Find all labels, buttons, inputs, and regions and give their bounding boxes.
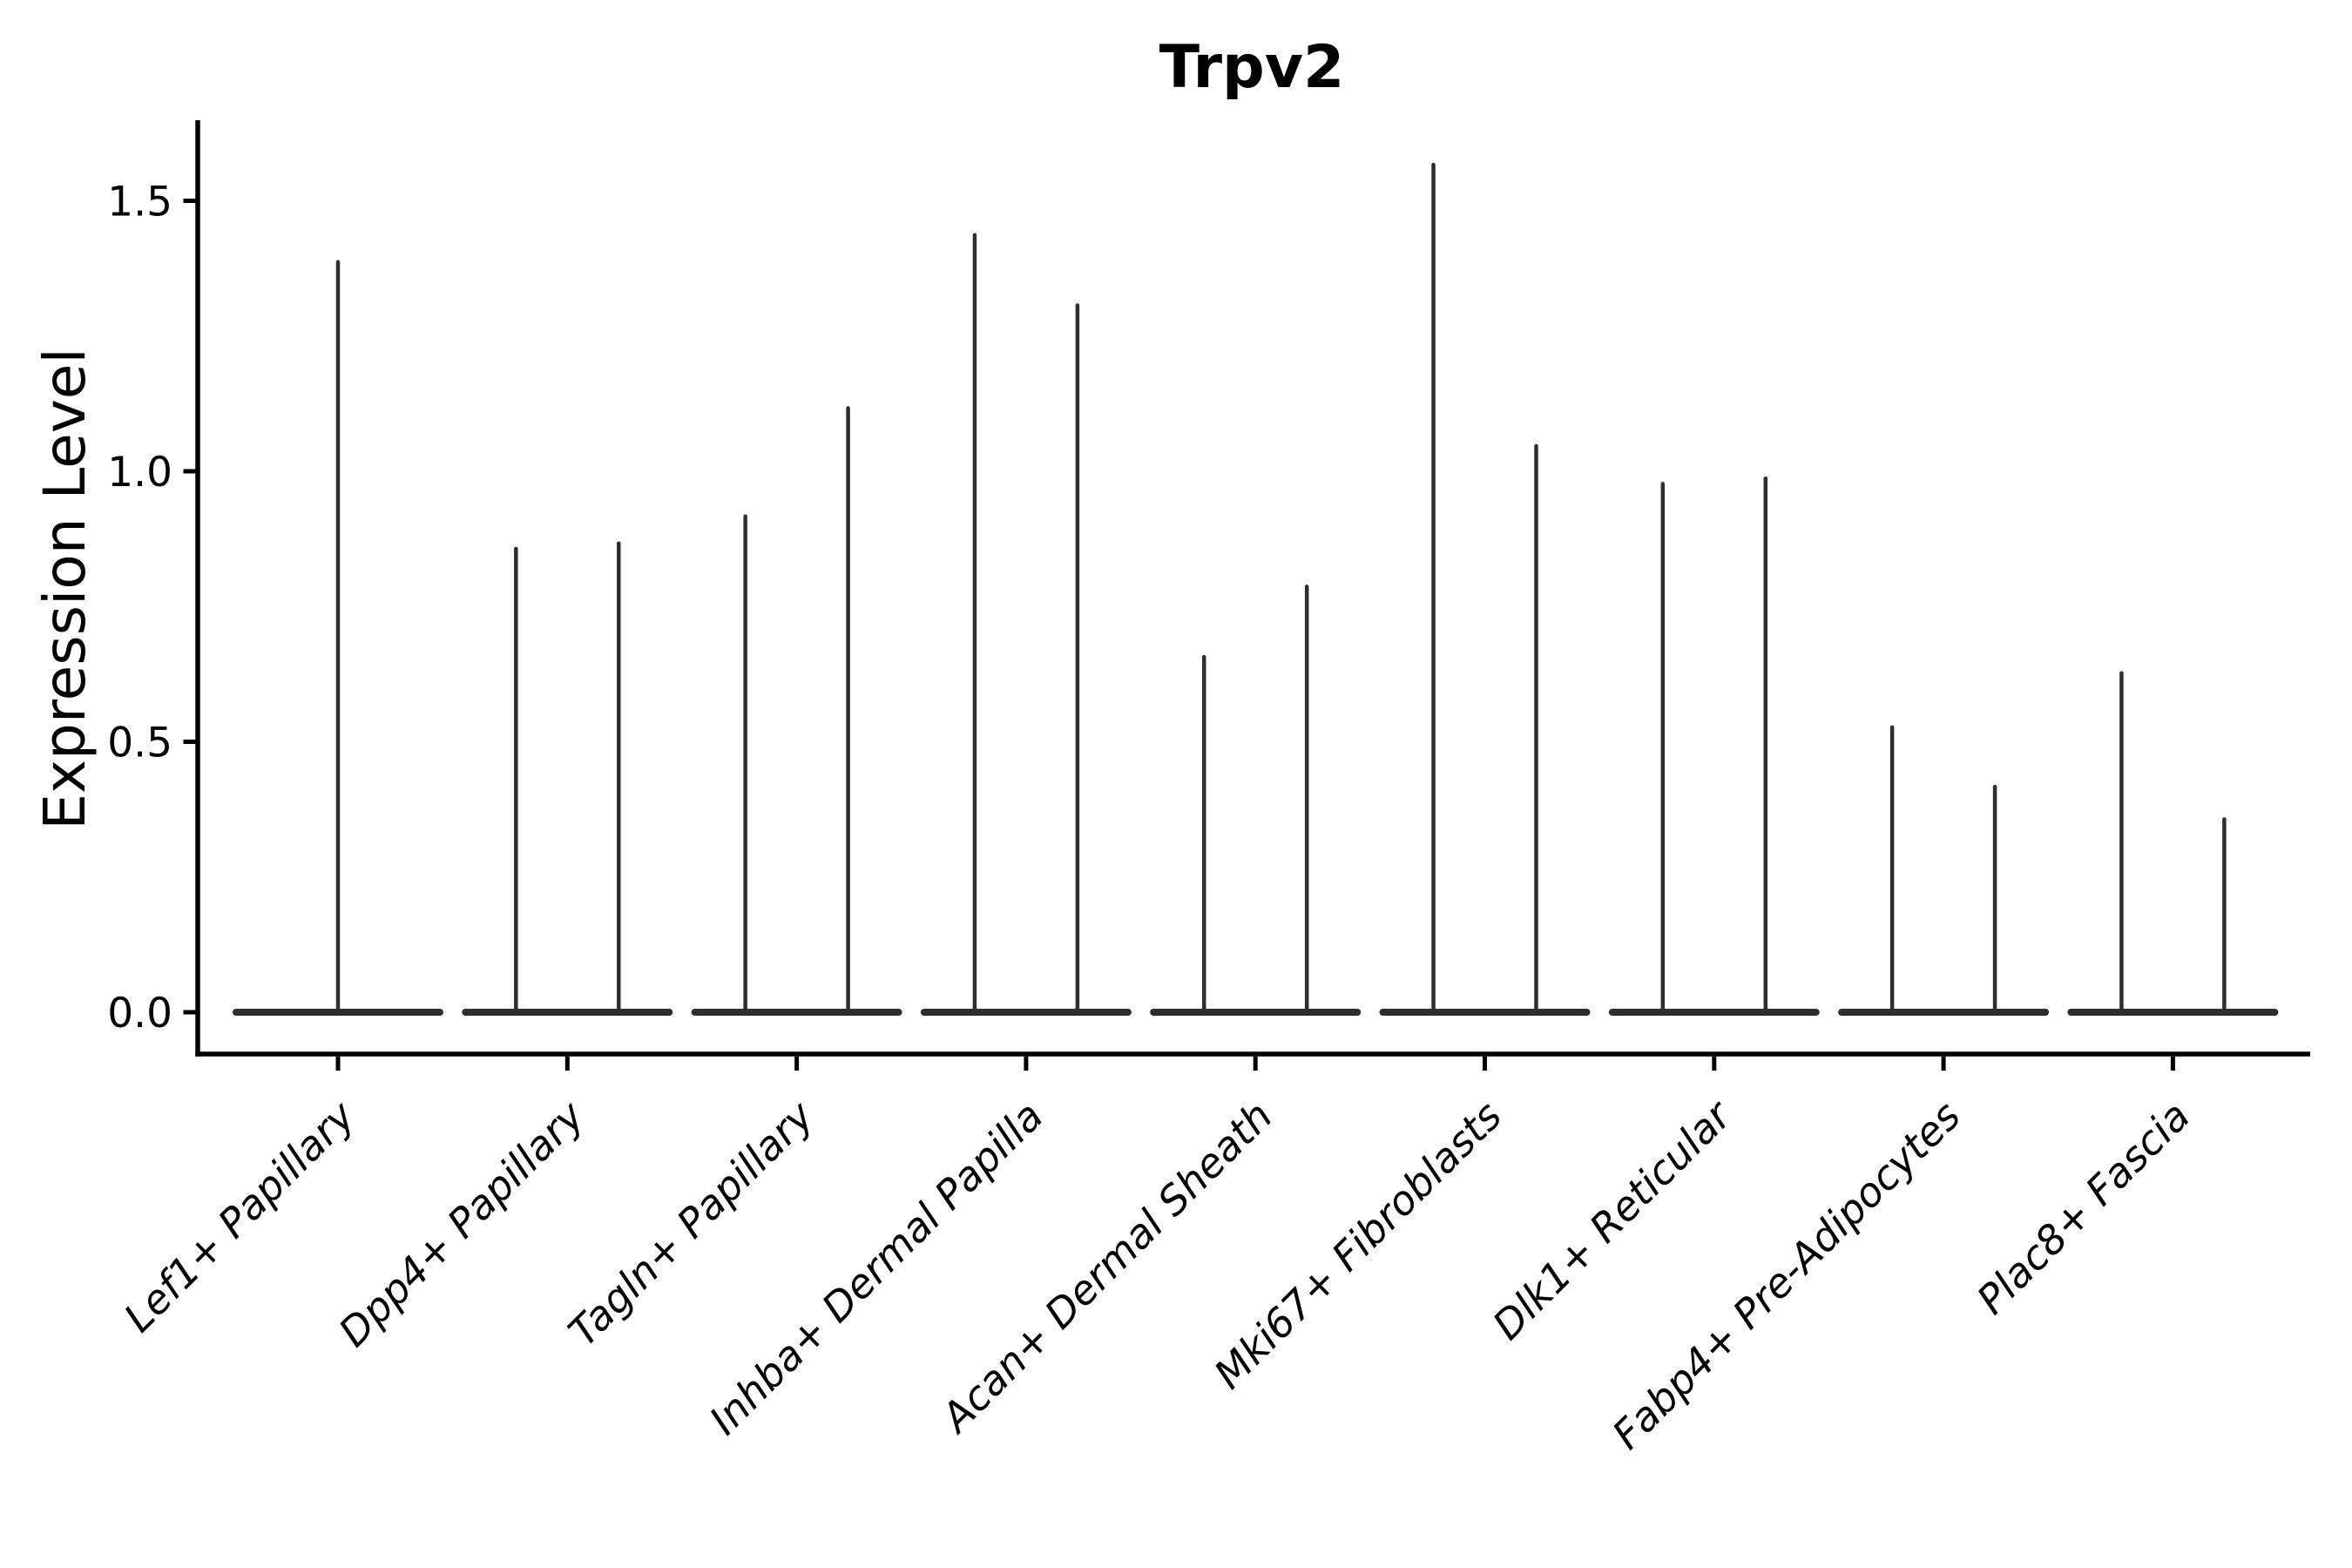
x-tick-label-dlk1-reticular: Dlk1+ Reticular xyxy=(1484,1090,1742,1348)
x-tick-label-lef1-papillary: Lef1+ Papillary xyxy=(115,1092,364,1341)
x-tick-label-dpp4-papillary: Dpp4+ Papillary xyxy=(329,1092,593,1355)
chart-title: Trpv2 xyxy=(1159,33,1345,102)
y-tick-label-3: 1.5 xyxy=(107,179,172,226)
x-tick-label-tagln-papillary: Tagln+ Papillary xyxy=(559,1092,823,1355)
y-tick-label-2: 1.0 xyxy=(107,449,172,497)
y-tick-label-0: 0.0 xyxy=(107,990,172,1037)
y-tick-label-1: 0.5 xyxy=(107,720,172,767)
y-axis-label: Expression Level xyxy=(31,348,98,829)
x-tick-label-plac8-fascia: Plac8+ Fascia xyxy=(1968,1092,2199,1323)
